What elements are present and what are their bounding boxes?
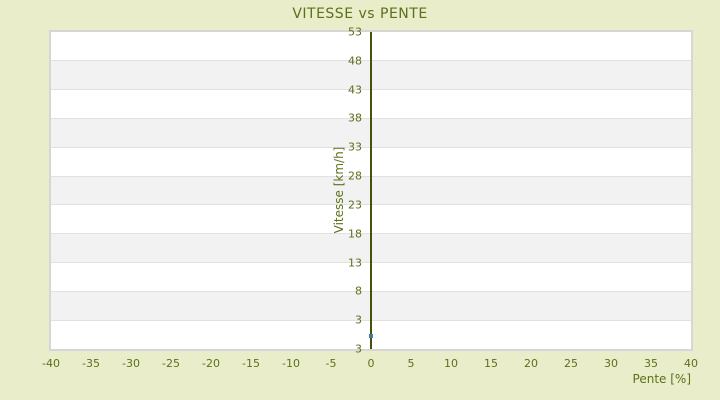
x-tick-label: 15 [484, 357, 498, 370]
y-tick-label: 3 [355, 342, 362, 356]
y-tick-label: 18 [348, 227, 362, 241]
x-tick-label: 25 [564, 357, 578, 370]
x-tick-label: -15 [242, 357, 260, 370]
y-tick-label: 38 [348, 111, 362, 125]
data-point-marker [369, 334, 373, 339]
y-tick-label: 23 [348, 198, 362, 212]
x-tick-label: 5 [407, 357, 415, 370]
x-tick-label: 35 [644, 357, 658, 370]
y-tick-label: 43 [348, 83, 362, 97]
y-tick-label: 33 [348, 140, 362, 154]
x-tick-label: -35 [82, 357, 100, 370]
x-tick-label: 0 [367, 357, 375, 370]
y-tick-label: 28 [348, 169, 362, 183]
y-tick-label: 3 [355, 313, 362, 327]
x-tick-label: -20 [202, 357, 220, 370]
x-tick-label: -5 [325, 357, 337, 370]
x-tick-label: -30 [122, 357, 140, 370]
x-tick-label: -10 [282, 357, 300, 370]
x-tick-label: -40 [42, 357, 60, 370]
x-axis-title: Pente [%] [632, 372, 691, 386]
x-tick-label: 30 [604, 357, 618, 370]
y-axis-line [370, 32, 372, 349]
y-tick-label: 13 [348, 256, 362, 270]
x-tick-label: 20 [524, 357, 538, 370]
x-tick-label: 40 [684, 357, 698, 370]
y-axis-title: Vitesse [km/h] [332, 146, 346, 234]
chart-title: VITESSE vs PENTE [292, 6, 428, 22]
y-tick-label: 48 [348, 54, 362, 68]
y-tick-label: 8 [355, 284, 362, 298]
x-tick-label: -25 [162, 357, 180, 370]
y-tick-label: 53 [348, 25, 362, 39]
x-tick-label: 10 [444, 357, 458, 370]
